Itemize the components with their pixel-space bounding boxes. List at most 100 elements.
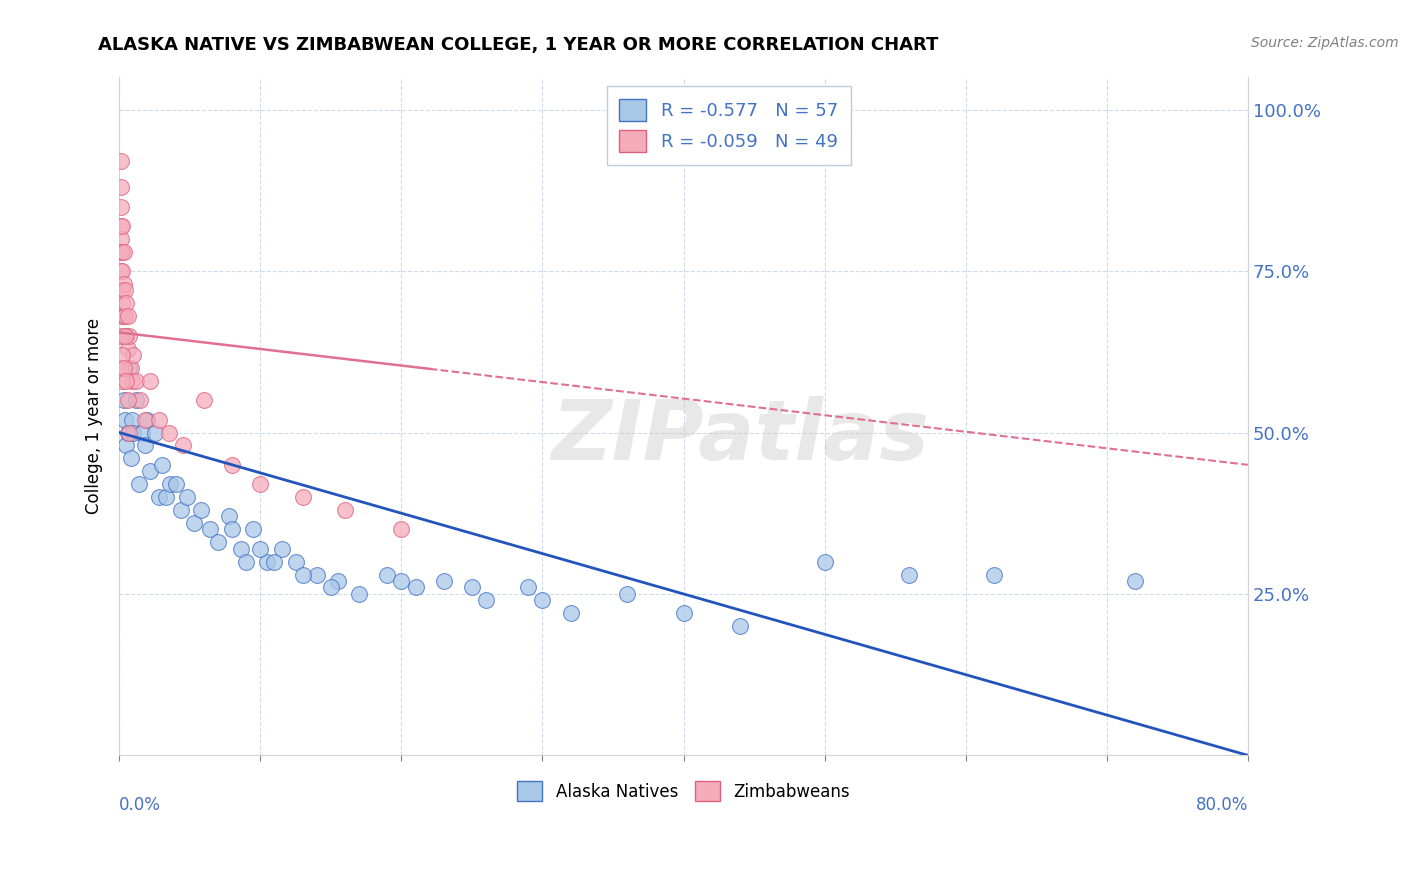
Point	[150, 458, 173, 472]
Point	[207, 535, 229, 549]
Point	[111, 219, 134, 233]
Point	[198, 522, 221, 536]
Point	[347, 587, 370, 601]
Point	[291, 567, 314, 582]
Point	[560, 607, 582, 621]
Point	[111, 284, 134, 298]
Point	[155, 490, 177, 504]
Point	[122, 348, 145, 362]
Point	[159, 477, 181, 491]
Text: ZIPatlas: ZIPatlas	[551, 396, 929, 477]
Point	[475, 593, 498, 607]
Point	[115, 328, 138, 343]
Point	[672, 607, 695, 621]
Point	[111, 374, 134, 388]
Legend: Alaska Natives, Zimbabweans: Alaska Natives, Zimbabweans	[510, 774, 856, 808]
Point	[122, 425, 145, 440]
Point	[134, 412, 156, 426]
Point	[433, 574, 456, 588]
Point	[128, 477, 150, 491]
Point	[110, 264, 132, 278]
Point	[616, 587, 638, 601]
Text: 80.0%: 80.0%	[1195, 796, 1249, 814]
Point	[115, 296, 138, 310]
Point	[256, 555, 278, 569]
Point	[111, 264, 134, 278]
Point	[229, 541, 252, 556]
Point	[242, 522, 264, 536]
Point	[134, 438, 156, 452]
Point	[114, 412, 136, 426]
Point	[118, 361, 141, 376]
Point	[120, 451, 142, 466]
Point	[728, 619, 751, 633]
Point	[111, 348, 134, 362]
Text: 0.0%: 0.0%	[120, 796, 162, 814]
Point	[461, 581, 484, 595]
Point	[190, 503, 212, 517]
Point	[117, 425, 139, 440]
Point	[139, 464, 162, 478]
Point	[121, 412, 143, 426]
Point	[110, 232, 132, 246]
Point	[139, 374, 162, 388]
Point	[148, 412, 170, 426]
Point	[110, 219, 132, 233]
Point	[1123, 574, 1146, 588]
Point	[183, 516, 205, 530]
Y-axis label: College, 1 year or more: College, 1 year or more	[86, 318, 103, 515]
Point	[115, 438, 138, 452]
Point	[291, 490, 314, 504]
Point	[110, 244, 132, 259]
Point	[284, 555, 307, 569]
Point	[125, 374, 148, 388]
Point	[117, 310, 139, 324]
Point	[165, 477, 187, 491]
Point	[305, 567, 328, 582]
Point	[114, 310, 136, 324]
Point	[112, 310, 135, 324]
Point	[531, 593, 554, 607]
Point	[110, 361, 132, 376]
Point	[375, 567, 398, 582]
Point	[391, 522, 413, 536]
Point	[111, 310, 134, 324]
Point	[326, 574, 349, 588]
Point	[235, 555, 257, 569]
Point	[148, 490, 170, 504]
Point	[114, 328, 136, 343]
Point	[114, 284, 136, 298]
Point	[170, 503, 193, 517]
Point	[115, 374, 138, 388]
Point	[117, 393, 139, 408]
Point	[143, 425, 166, 440]
Point	[136, 412, 159, 426]
Point	[193, 393, 215, 408]
Point	[405, 581, 427, 595]
Point	[131, 425, 153, 440]
Point	[111, 244, 134, 259]
Point	[118, 328, 141, 343]
Point	[157, 425, 180, 440]
Point	[221, 522, 243, 536]
Point	[218, 509, 240, 524]
Point	[121, 374, 143, 388]
Point	[129, 393, 152, 408]
Point	[249, 477, 271, 491]
Point	[110, 328, 132, 343]
Point	[112, 361, 135, 376]
Point	[172, 438, 194, 452]
Point	[110, 200, 132, 214]
Point	[391, 574, 413, 588]
Point	[249, 541, 271, 556]
Point	[814, 555, 837, 569]
Point	[983, 567, 1005, 582]
Point	[333, 503, 356, 517]
Point	[319, 581, 342, 595]
Point	[120, 361, 142, 376]
Point	[270, 541, 292, 556]
Point	[112, 244, 135, 259]
Point	[125, 393, 148, 408]
Text: Source: ZipAtlas.com: Source: ZipAtlas.com	[1251, 36, 1399, 50]
Point	[110, 284, 132, 298]
